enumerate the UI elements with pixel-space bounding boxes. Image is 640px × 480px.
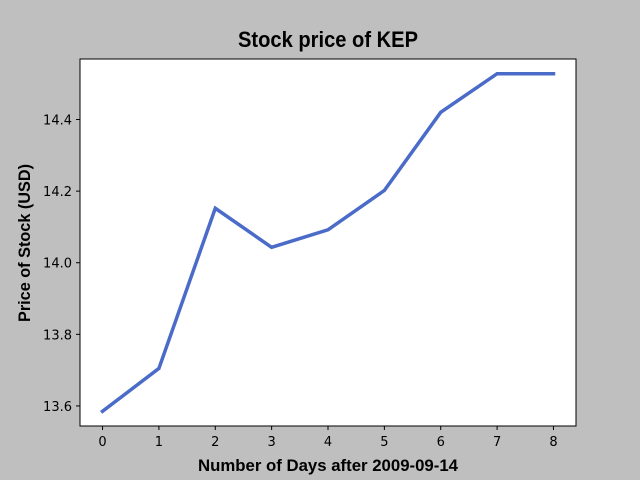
y-tick-label: 13.6 — [43, 400, 72, 415]
plot-area — [79, 58, 577, 427]
chart-title: Stock price of KEP — [238, 27, 418, 52]
y-tick-label: 14.4 — [43, 114, 72, 129]
x-tick-label: 5 — [380, 435, 388, 450]
x-tick-label: 8 — [549, 435, 557, 450]
x-tick-label: 2 — [211, 435, 219, 450]
x-axis: 0 1 2 3 4 5 6 7 8 — [98, 426, 558, 450]
x-tick-label: 6 — [437, 435, 445, 450]
x-tick-label: 4 — [324, 435, 332, 450]
x-axis-title: Number of Days after 2009-09-14 — [198, 456, 459, 475]
x-tick-label: 0 — [98, 435, 106, 450]
x-tick-label: 1 — [155, 435, 163, 450]
x-tick-label: 7 — [493, 435, 501, 450]
y-axis-title: Price of Stock (USD) — [15, 164, 34, 322]
series-line — [100, 71, 556, 414]
y-tick-label: 14.2 — [43, 185, 72, 200]
x-tick-label: 3 — [267, 435, 275, 450]
y-axis: 13.6 13.8 14.0 14.2 14.4 — [43, 114, 80, 415]
series-layer — [100, 71, 556, 414]
y-tick-label: 14.0 — [43, 257, 72, 272]
y-tick-label: 13.8 — [43, 328, 72, 343]
